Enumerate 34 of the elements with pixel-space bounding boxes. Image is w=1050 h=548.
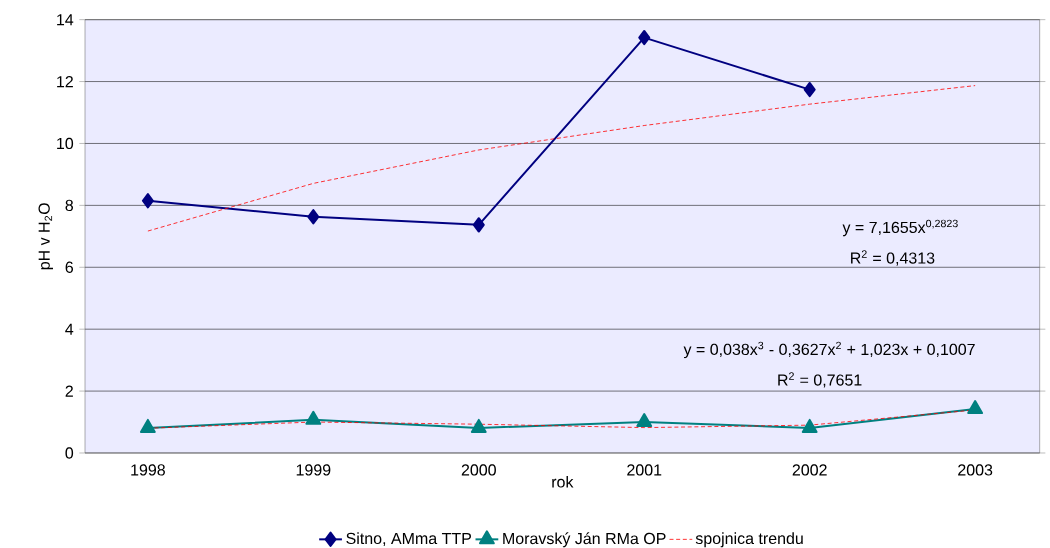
point bbox=[636, 413, 653, 428]
y-tick-label: 6 bbox=[65, 261, 74, 273]
x-tick-label: 2002 bbox=[792, 464, 827, 476]
point bbox=[801, 418, 818, 433]
x-tick-label: 1999 bbox=[296, 464, 331, 476]
y-tick-label: 14 bbox=[57, 14, 74, 26]
annotation: y = 0,038x$^{3}$ - 0,3627x$^{2}$ + 1,023x + 0,1007 bbox=[683, 341, 975, 359]
legend-label: Moravský Ján RMa OP bbox=[503, 532, 666, 548]
point bbox=[472, 217, 485, 233]
y-tick-label: 10 bbox=[57, 137, 74, 150]
y-tick-label: 8 bbox=[65, 199, 74, 212]
point bbox=[470, 418, 487, 433]
point bbox=[141, 193, 154, 209]
x-tick-label: 2000 bbox=[461, 464, 496, 476]
point bbox=[307, 209, 320, 225]
legend-label: Sitno, AMma TTP bbox=[346, 532, 471, 546]
annotation: R$^{2}$ = 0,7651 bbox=[778, 372, 862, 388]
y-tick-label: 12 bbox=[57, 75, 73, 88]
point bbox=[967, 400, 984, 415]
annotation: y = 7,1655x$^{0,2823}$ bbox=[842, 219, 958, 237]
legend-label: spojnica trendu bbox=[695, 532, 803, 548]
y-tick-label: 0 bbox=[65, 447, 74, 459]
x-axis-title: rok bbox=[552, 475, 574, 488]
y-tick-label: 2 bbox=[65, 385, 73, 397]
x-tick-label: 1998 bbox=[131, 464, 165, 476]
y-axis-title: pH v H$_{2}$O bbox=[38, 203, 53, 270]
point bbox=[803, 81, 816, 98]
point bbox=[305, 410, 322, 425]
x-tick-label: 2003 bbox=[958, 464, 993, 476]
annotation: R$^{2}$ = 0,4313 bbox=[851, 250, 935, 266]
point bbox=[638, 29, 651, 46]
x-tick-label: 2001 bbox=[627, 464, 662, 476]
point bbox=[139, 418, 156, 433]
y-tick-label: 4 bbox=[65, 323, 74, 335]
